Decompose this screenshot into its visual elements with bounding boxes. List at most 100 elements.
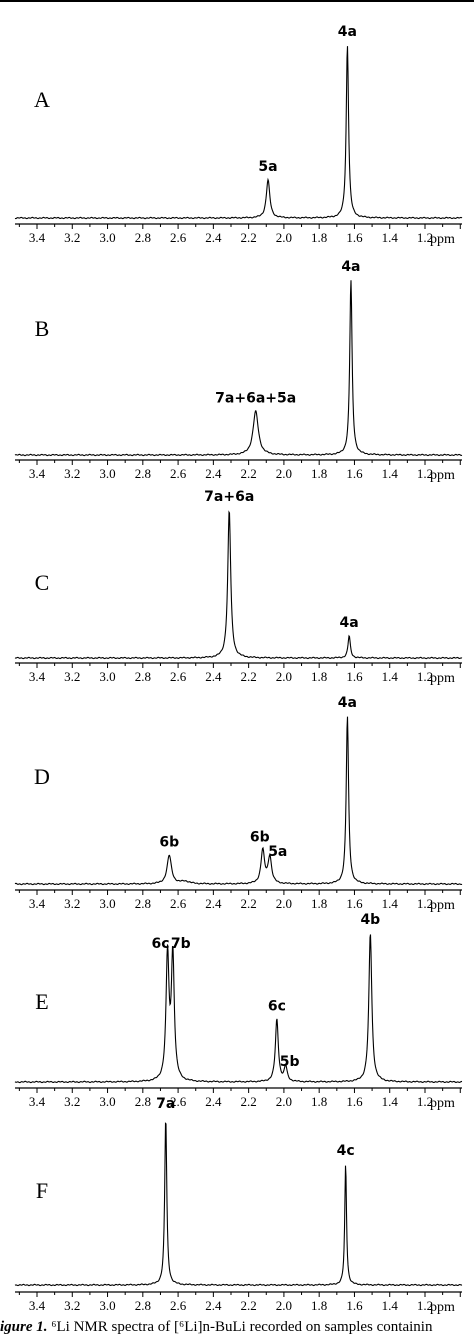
x-tick-label: 2.6 [170, 1298, 187, 1313]
x-tick-label: 1.2 [417, 1094, 433, 1109]
x-tick-label: 1.2 [417, 230, 433, 245]
x-tick-label: 3.2 [64, 1298, 80, 1313]
x-tick-label: 3.4 [29, 669, 46, 684]
x-tick-label: 1.4 [382, 1094, 399, 1109]
x-tick-label: 3.2 [64, 669, 80, 684]
x-unit-label: ppm [430, 232, 455, 247]
peak-label-7a-6a-5a: 7a+6a+5a [215, 390, 296, 406]
x-tick-label: 1.6 [346, 230, 363, 245]
x-tick-label: 3.0 [99, 1094, 115, 1109]
x-tick-label: 2.8 [135, 1094, 151, 1109]
spectrum-line [14, 1122, 463, 1287]
panel-c: C 7a+6a 4a 3.4 3.2 3.0 2.8 2.6 2.4 2.2 2.0 1.8 1.6 1.… [14, 489, 463, 686]
x-unit-label: ppm [430, 671, 455, 686]
x-tick-label: 3.0 [99, 1298, 115, 1313]
peak-label-7a-6a: 7a+6a [204, 489, 254, 505]
x-tick-label: 3.0 [99, 466, 115, 481]
x-tick-label: 2.4 [205, 466, 222, 481]
x-tick-label: 2.4 [205, 669, 222, 684]
peak-label-4b: 4b [360, 912, 380, 928]
peak-label-4c: 4c [337, 1143, 355, 1159]
spectrum-line [14, 280, 463, 457]
x-tick-label: 2.8 [135, 466, 151, 481]
panel-letter: C [35, 570, 50, 595]
x-tick-label: 1.2 [417, 1298, 433, 1313]
x-tick-label: 2.4 [205, 1094, 222, 1109]
panel-f: F 7a 4c 3.4 3.2 3.0 2.8 2.6 2.4 2.2 2.0 1.8 1.6 1.4 1.… [14, 1096, 463, 1315]
x-tick-label: 2.2 [241, 669, 257, 684]
x-tick-label: 1.2 [417, 669, 433, 684]
x-tick-label: 1.2 [417, 466, 433, 481]
x-tick-label: 3.4 [29, 1094, 46, 1109]
x-unit-label: ppm [430, 898, 455, 913]
x-tick-label: 1.6 [346, 466, 363, 481]
x-tick-label: 3.2 [64, 896, 80, 911]
x-tick-label: 1.6 [346, 1298, 363, 1313]
x-tick-label: 1.8 [311, 896, 327, 911]
x-tick-label: 1.4 [382, 669, 399, 684]
x-tick-label: 1.8 [311, 466, 327, 481]
x-tick-label: 1.6 [346, 1094, 363, 1109]
x-tick-label: 2.0 [276, 230, 292, 245]
peak-label-5b: 5b [280, 1054, 300, 1070]
x-tick-label: 1.8 [311, 1298, 327, 1313]
x-tick-label: 2.6 [170, 230, 187, 245]
x-tick-label: 2.6 [170, 1094, 187, 1109]
x-tick-label: 2.6 [170, 466, 187, 481]
peak-label-4a: 4a [341, 259, 360, 275]
x-tick-label: 2.0 [276, 466, 292, 481]
x-tick-label: 1.4 [382, 466, 399, 481]
x-tick-label: 2.0 [276, 1298, 292, 1313]
x-tick-label: 2.8 [135, 1298, 151, 1313]
panel-letter: D [34, 764, 50, 789]
spectrum-line [14, 46, 463, 220]
x-unit-label: ppm [430, 1096, 455, 1111]
x-unit-label: ppm [430, 1300, 455, 1315]
peak-label-6c: 6c [268, 998, 286, 1014]
x-tick-label: 2.6 [170, 896, 187, 911]
x-tick-label: 2.8 [135, 230, 151, 245]
x-tick-label: 1.4 [382, 1298, 399, 1313]
x-tick-label: 2.0 [276, 896, 292, 911]
x-tick-label: 2.4 [205, 1298, 222, 1313]
x-tick-label: 2.2 [241, 466, 257, 481]
x-tick-label: 1.4 [382, 230, 399, 245]
peak-label-5a: 5a [258, 159, 277, 175]
x-tick-label: 2.6 [170, 669, 187, 684]
x-tick-label: 2.4 [205, 230, 222, 245]
top-rule [0, 0, 474, 2]
x-tick-label: 1.8 [311, 669, 327, 684]
caption-figure-label: igure 1. [0, 1319, 48, 1335]
x-tick-label: 3.4 [29, 230, 46, 245]
x-tick-label: 2.4 [205, 896, 222, 911]
figure-caption: igure 1. ⁶Li NMR spectra of [⁶Li]n-BuLi … [0, 1319, 474, 1336]
peak-label-4a: 4a [340, 615, 359, 631]
x-tick-label: 3.4 [29, 1298, 46, 1313]
x-tick-label: 1.4 [382, 896, 399, 911]
spectrum-line [14, 934, 463, 1084]
panel-letter: E [35, 989, 48, 1014]
x-tick-label: 1.2 [417, 896, 433, 911]
peak-label-6b: 6b [159, 834, 179, 850]
x-tick-label: 3.2 [64, 466, 80, 481]
panel-letter: B [35, 316, 50, 341]
x-tick-label: 2.8 [135, 669, 151, 684]
x-unit-label: ppm [430, 468, 455, 483]
peak-label-7b: 7b [171, 936, 191, 952]
spectrum-line [14, 510, 463, 660]
panel-letter: A [34, 87, 50, 112]
x-tick-label: 3.2 [64, 230, 80, 245]
x-tick-label: 2.2 [241, 1094, 257, 1109]
x-tick-label: 1.8 [311, 1094, 327, 1109]
x-tick-label: 3.4 [29, 466, 46, 481]
peak-label-4a: 4a [338, 24, 357, 40]
x-tick-label: 3.2 [64, 1094, 80, 1109]
x-tick-label: 2.8 [135, 896, 151, 911]
caption-text: ⁶Li NMR spectra of [⁶Li]n-BuLi recorded … [51, 1319, 433, 1335]
x-tick-label: 2.0 [276, 669, 292, 684]
x-tick-label: 1.8 [311, 230, 327, 245]
x-tick-label: 3.0 [99, 669, 115, 684]
peak-label-6c: 6c [151, 936, 169, 952]
